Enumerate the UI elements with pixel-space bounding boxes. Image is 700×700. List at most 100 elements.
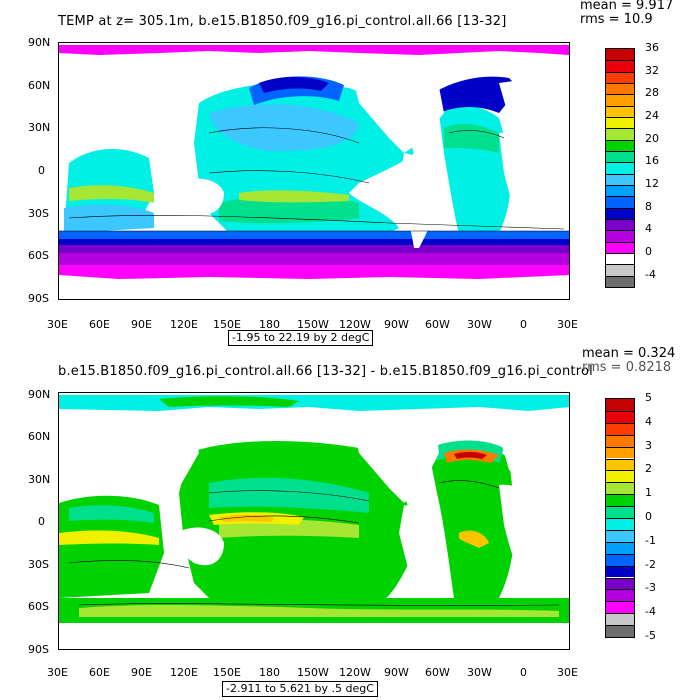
panel1-lon-label: 0 — [520, 318, 527, 331]
colorbar-label: -5 — [645, 629, 656, 642]
panel2-lon-label: 30E — [557, 666, 578, 679]
australia-land — [176, 527, 224, 566]
colorbar-label: 12 — [645, 177, 659, 190]
colorbar-cell — [606, 553, 634, 566]
colorbar-label: -4 — [645, 267, 656, 281]
colorbar-cell — [606, 128, 634, 140]
colorbar-label: 32 — [645, 63, 659, 77]
panel2-lon-label: 90W — [384, 666, 409, 679]
asia-land — [59, 411, 199, 503]
colorbar-cell — [606, 264, 634, 276]
colorbar-cell — [606, 219, 634, 231]
arctic-cold-region — [59, 45, 569, 55]
colorbar-label: -4 — [645, 605, 656, 619]
europe-land — [499, 73, 569, 133]
colorbar-cell — [606, 601, 634, 614]
colorbar-cell — [606, 589, 634, 602]
panel2-lon-label: 90E — [131, 666, 152, 679]
colorbar-cell — [606, 71, 634, 83]
panel2-lon-label: 60E — [89, 666, 110, 679]
panel2-lon-label: 30W — [467, 666, 492, 679]
colorbar-label: -3 — [645, 581, 656, 595]
colorbar-label: -1 — [645, 533, 656, 547]
panel1-lon-label: 60E — [89, 318, 110, 331]
colorbar-cell — [606, 434, 634, 447]
colorbar-cell — [606, 506, 634, 518]
panel1-lon-label: 30E — [47, 318, 68, 331]
colorbar-cell — [606, 494, 634, 507]
panel2-colorbar — [605, 398, 635, 638]
colorbar-label: 3 — [645, 438, 652, 452]
panel1-lat-label: 60N — [28, 79, 51, 92]
panel1-lon-label: 90W — [384, 318, 409, 331]
panel2-lat-label: 30S — [28, 558, 49, 571]
panel2-mean: mean = 0.324 — [582, 346, 676, 361]
colorbar-cell — [606, 410, 634, 423]
colorbar-cell — [606, 482, 634, 495]
panel1-colorbar — [605, 48, 635, 288]
colorbar-cell — [606, 470, 634, 483]
panel2-map-svg — [59, 393, 569, 649]
panel2-rms: rms = 0.8218 — [582, 360, 672, 375]
africa-land — [499, 132, 549, 223]
panel1-map-svg — [59, 43, 569, 299]
panel2-lon-label: 150W — [297, 666, 329, 679]
panel2-lat-label: 90S — [28, 643, 49, 656]
panel1-lat-label: 90N — [28, 36, 51, 49]
colorbar-label: 8 — [645, 199, 652, 213]
panel1-lat-label: 30S — [28, 207, 49, 220]
antarctic-margin — [59, 265, 569, 279]
panel1-rms: rms = 10.9 — [580, 12, 653, 27]
panel1-lon-label: 60W — [425, 318, 450, 331]
colorbar-cell — [606, 117, 634, 129]
indian-anomaly — [59, 495, 164, 598]
colorbar-cell — [606, 422, 634, 435]
panel2-lat-label: 90N — [28, 388, 51, 401]
colorbar-cell — [606, 529, 634, 542]
panel2-lat-label: 30N — [28, 473, 51, 486]
africa-land — [499, 484, 549, 575]
panel2-lon-label: 150E — [213, 666, 241, 679]
colorbar-cell — [606, 230, 634, 242]
colorbar-cell — [606, 565, 634, 578]
panel1-lat-label: 90S — [28, 292, 49, 305]
panel2-title: b.e15.B1850.f09_g16.pi_control.all.66 [1… — [58, 364, 593, 379]
panel1-lon-label: 150W — [297, 318, 329, 331]
colorbar-cell — [606, 83, 634, 95]
panel1-title: TEMP at z= 305.1m, b.e15.B1850.f09_g16.p… — [58, 14, 507, 29]
panel2-range-box: -2.911 to 5.621 by .5 degC — [222, 681, 378, 697]
colorbar-cell — [606, 577, 634, 590]
panel1-lon-label: 120W — [339, 318, 371, 331]
panel1-lat-label: 0 — [38, 164, 45, 177]
panel1-lat-label: 30N — [28, 121, 51, 134]
colorbar-cell — [606, 196, 634, 208]
panel1-lon-label: 90E — [131, 318, 152, 331]
colorbar-label: 16 — [645, 154, 659, 168]
colorbar-cell — [606, 173, 634, 185]
colorbar-cell — [606, 105, 634, 117]
panel1-lon-label: 30W — [467, 318, 492, 331]
colorbar-label: -2 — [645, 557, 656, 571]
colorbar-cell — [606, 446, 634, 459]
panel1-lon-label: 120E — [170, 318, 198, 331]
north-america-land — [349, 411, 439, 503]
colorbar-label: 4 — [645, 222, 652, 236]
south-america-land — [399, 505, 439, 598]
colorbar-label: 5 — [645, 391, 652, 404]
panel1-map — [58, 42, 570, 300]
colorbar-cell — [606, 185, 634, 197]
colorbar-label: 4 — [645, 414, 652, 428]
panel1-lat-label: 60S — [28, 249, 49, 262]
colorbar-cell — [606, 139, 634, 151]
colorbar-label: 24 — [645, 109, 659, 122]
colorbar-label: 1 — [645, 486, 652, 500]
southern-ocean-blue — [59, 231, 569, 239]
colorbar-cell — [606, 60, 634, 72]
north-america-land — [349, 61, 444, 153]
colorbar-cell — [606, 458, 634, 471]
colorbar-label: 2 — [645, 462, 652, 476]
colorbar-cell — [606, 49, 634, 61]
colorbar-label: 0 — [645, 510, 652, 523]
colorbar-label: 0 — [645, 245, 652, 258]
